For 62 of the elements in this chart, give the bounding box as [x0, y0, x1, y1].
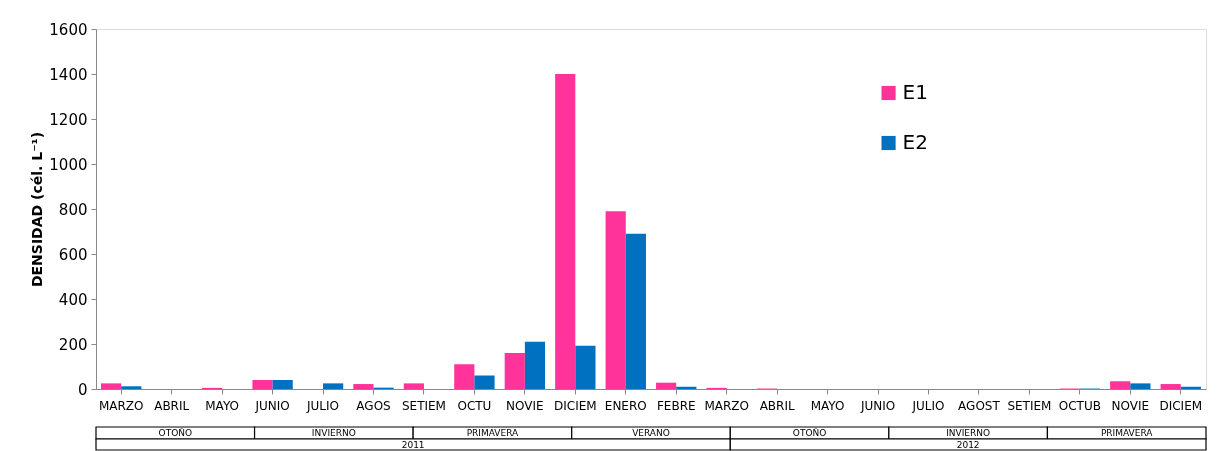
text: OTOÑO [158, 428, 193, 438]
x-tick-label: OCTUB [1058, 398, 1101, 413]
x-tick-label: ABRIL [154, 398, 190, 413]
x-tick-label: FEBRE [656, 398, 696, 413]
bar [353, 384, 374, 389]
x-tick-label: DICIEM [1159, 398, 1203, 413]
y-tick-label: 600 [58, 245, 88, 264]
bar [575, 345, 596, 389]
text: PRIMAVERA [466, 428, 520, 438]
x-tick-label: MARZO [98, 398, 144, 413]
bar [625, 233, 646, 389]
x-tick-label: MARZO [704, 398, 749, 413]
bar [656, 382, 677, 389]
x-tick-label: OCTU [457, 398, 492, 413]
text: INVIERNO [946, 428, 991, 438]
x-tick-label: JULIO [306, 398, 340, 413]
x-tick-label: AGOST [958, 398, 1001, 413]
y-axis-title: DENSIDAD (cél. L⁻¹) [29, 131, 46, 288]
x-tick-label: ABRIL [759, 398, 795, 413]
text: INVIERNO [311, 428, 356, 438]
bar [272, 380, 293, 389]
text: PRIMAVERA [1100, 428, 1154, 438]
bar [323, 383, 344, 389]
text: 2012 [956, 439, 980, 450]
x-tick-label: DICIEM [554, 398, 597, 413]
y-tick-label: 1200 [49, 110, 88, 129]
x-tick-label: MAYO [810, 398, 845, 413]
x-tick-label: AGOS [356, 398, 391, 413]
y-tick-label: 400 [58, 290, 88, 309]
text: 2011 [401, 439, 425, 450]
x-tick-label: JUNIO [254, 398, 290, 413]
bar [454, 364, 475, 389]
bar [524, 341, 546, 389]
legend-label: E2 [902, 130, 928, 154]
x-tick-label: JUNIO [859, 398, 896, 413]
bar [605, 211, 626, 389]
bar [121, 386, 142, 389]
text: VERANO [632, 428, 670, 438]
bar [474, 375, 495, 389]
legend-label: E1 [902, 80, 928, 104]
x-tick-label: SETIEM [401, 398, 446, 413]
y-tick-label: 1000 [49, 155, 88, 174]
y-tick-label: 1400 [49, 65, 88, 84]
y-tick-label: 1600 [49, 20, 88, 39]
x-tick-label: NOVIE [1111, 398, 1150, 413]
bar [403, 383, 424, 389]
bar [1110, 381, 1131, 389]
x-tick-label: SETIEM [1007, 398, 1052, 413]
bar [504, 353, 525, 389]
x-tick-label: NOVIE [506, 398, 544, 413]
y-tick-label: 800 [58, 200, 88, 219]
x-tick-label: ENERO [604, 398, 647, 413]
x-tick-label: JULIO [911, 398, 945, 413]
text: OTOÑO [792, 428, 827, 438]
x-tick-label: MAYO [205, 398, 240, 413]
bar [555, 74, 576, 389]
bar [1130, 383, 1151, 389]
bar [1160, 384, 1181, 389]
bar [252, 380, 273, 389]
y-tick-label: 200 [58, 335, 88, 354]
bar [101, 383, 122, 389]
y-tick-label: 0 [77, 380, 88, 399]
